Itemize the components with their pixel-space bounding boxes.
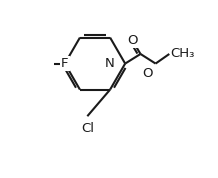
Text: CH₃: CH₃ xyxy=(171,48,195,61)
Text: O: O xyxy=(142,67,153,80)
Text: O: O xyxy=(127,34,138,47)
Text: F: F xyxy=(61,57,69,70)
Text: Cl: Cl xyxy=(81,122,94,135)
Text: N: N xyxy=(105,57,115,70)
